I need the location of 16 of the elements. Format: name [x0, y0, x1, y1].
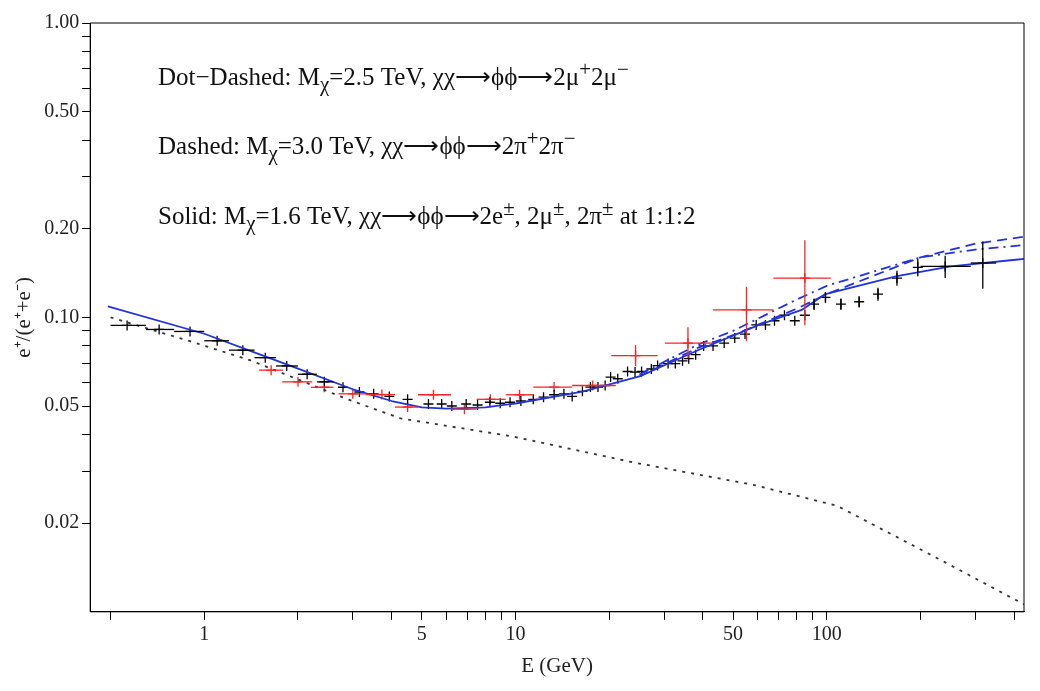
y-tick-label: 0.05 — [44, 393, 80, 416]
x-tick-label: 50 — [723, 622, 744, 645]
y-tick-label: 0.50 — [44, 98, 80, 121]
y-tick-label: 0.10 — [44, 304, 80, 327]
x-tick-label: 5 — [416, 622, 427, 645]
x-tick-label: 1 — [199, 622, 210, 645]
x-tick-label: 10 — [505, 622, 526, 645]
x-axis-title: E (GeV) — [521, 652, 593, 677]
y-axis-title: e⁺/(e⁺+e⁻) — [11, 277, 36, 358]
annotation: Dashed: M$_{χ}$=3.0 TeV, χχ⟶ϕϕ⟶2π$^{+}$2π$^{−}$ — [158, 125, 577, 168]
y-tick-label: 1.00 — [44, 10, 80, 33]
x-tick-label: 100 — [811, 622, 842, 645]
annotation: Dot−Dashed: M$_{χ}$=2.5 TeV, χχ⟶ϕϕ⟶2μ$^{+}$2μ$^{−}$ — [158, 56, 630, 99]
text: Solid: M$_{χ}$=1.6 TeV, χχ⟶ϕϕ⟶2e$^{±}$, 2μ$^{±}$, 2π$^{±}$ at 1:1:2 — [158, 195, 696, 235]
y-tick-label: 0.20 — [44, 216, 80, 239]
y-tick-label: 0.02 — [44, 510, 80, 533]
